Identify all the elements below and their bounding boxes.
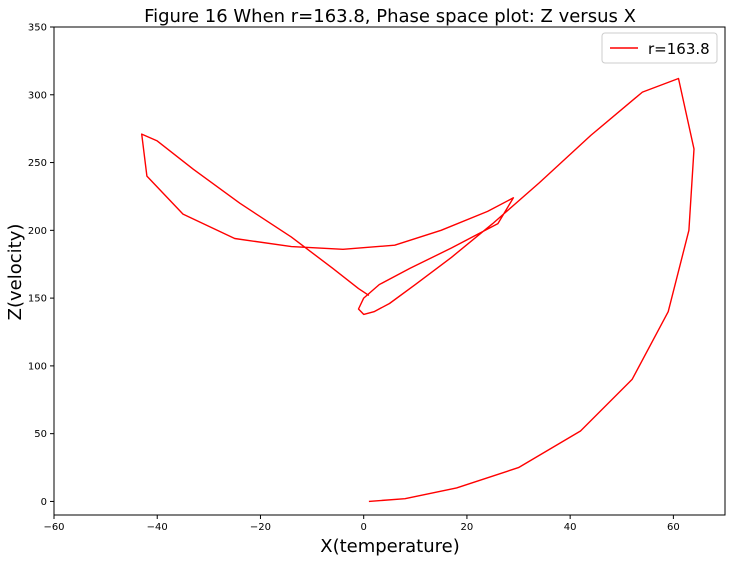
legend-box [601,32,718,64]
y-axis-label: Z(velocity) [5,224,26,321]
x-tick-label: 40 [564,522,577,533]
y-tick-label: 0 [41,497,47,508]
y-axis: 0 50 100 150 200 250 300 350 [28,23,54,508]
x-tick-label: −20 [250,522,271,533]
y-tick-label: 250 [28,158,47,169]
x-axis-label: X(temperature) [320,536,460,557]
plot-area [140,77,695,503]
y-tick-label: 100 [28,361,47,372]
chart-title: Figure 16 When r=163.8, Phase space plot… [144,6,636,27]
y-tick-label: 50 [34,429,47,440]
x-tick-label: 60 [667,522,680,533]
y-tick-label: 350 [28,23,47,34]
y-tick-label: 200 [28,226,47,237]
legend: r=163.8 [601,32,718,64]
x-tick-label: −60 [43,522,64,533]
x-axis: −60 −40 −20 0 20 40 60 [43,515,680,533]
y-tick-label: 300 [28,90,47,101]
legend-entry-label: r=163.8 [648,40,710,58]
x-tick-label: 20 [461,522,474,533]
plot-frame [53,26,726,516]
y-tick-label: 150 [28,294,47,305]
x-tick-label: −40 [147,522,168,533]
x-tick-label: 0 [361,522,367,533]
series-line-0 [140,77,695,503]
